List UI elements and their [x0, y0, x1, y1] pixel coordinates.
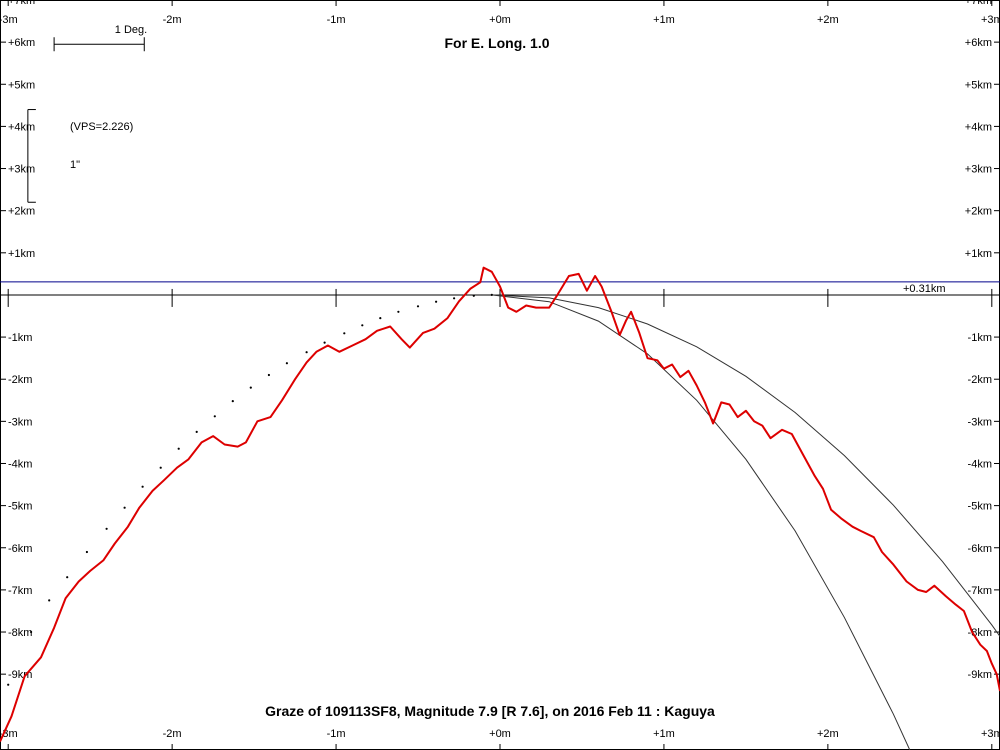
- vps-label: (VPS=2.226): [70, 121, 133, 133]
- y-tick-label-right: +7km: [965, 0, 992, 7]
- dot-point: [285, 362, 288, 365]
- dot-point: [30, 630, 33, 634]
- dot-point: [490, 293, 493, 296]
- x-tick-label-top: +0m: [489, 14, 511, 26]
- y-tick-label-right: -7km: [968, 585, 992, 597]
- dot-series-group: [7, 293, 493, 686]
- dot-point: [105, 527, 108, 530]
- dot-point: [305, 351, 308, 354]
- dot-point: [177, 447, 180, 450]
- x-tick-label-bottom: +1m: [653, 728, 675, 740]
- y-tick-label-left: +2km: [8, 206, 35, 218]
- y-tick-label-left: -9km: [8, 669, 32, 681]
- x-tick-label-top: -3m: [0, 14, 18, 26]
- dot-point: [416, 305, 420, 308]
- dot-point: [213, 415, 216, 418]
- dot-point: [379, 317, 382, 320]
- y-tick-label-right: +2km: [965, 206, 992, 218]
- y-tick-label-left: -4km: [8, 458, 32, 470]
- y-tick-label-right: -2km: [968, 374, 992, 386]
- profile-line: [0, 266, 1000, 743]
- y-tick-label-right: +3km: [965, 164, 992, 176]
- dot-point: [435, 300, 438, 303]
- dot-point: [267, 373, 270, 377]
- y-tick-label-right: -1km: [968, 332, 992, 344]
- y-tick-label-right: -9km: [968, 669, 992, 681]
- y-tick-label-right: +1km: [965, 248, 992, 260]
- dot-point: [195, 430, 198, 433]
- y-tick-label-left: -6km: [8, 543, 32, 555]
- y-tick-label-right: +6km: [965, 37, 992, 49]
- dot-point: [397, 310, 400, 313]
- dot-point: [472, 294, 475, 297]
- x-tick-label-top: +3m: [981, 14, 1000, 26]
- y-tick-label-left: +4km: [8, 121, 35, 133]
- limb-curve-group: [491, 294, 1000, 750]
- scale-bar-label: 1 Deg.: [115, 24, 147, 36]
- chart-caption: Graze of 109113SF8, Magnitude 7.9 [R 7.6…: [265, 703, 715, 719]
- dot-point: [361, 324, 364, 327]
- dot-point: [323, 341, 326, 344]
- x-tick-label-top: +1m: [653, 14, 675, 26]
- x-tick-label-top: -2m: [163, 14, 182, 26]
- y-tick-label-left: +5km: [8, 79, 35, 91]
- limb-curve: [491, 294, 1000, 638]
- y-tick-label-right: -4km: [968, 458, 992, 470]
- annotation-group: For E. Long. 1.0 Graze of 109113SF8, Mag…: [70, 24, 946, 719]
- profile-series-group: [0, 266, 1000, 743]
- dot-point: [85, 550, 88, 554]
- x-tick-label-bottom: +3m: [981, 728, 1000, 740]
- dot-point: [48, 599, 51, 602]
- chart-title: For E. Long. 1.0: [444, 35, 549, 51]
- y-tick-label-right: +5km: [965, 79, 992, 91]
- x-tick-label-top: -1m: [327, 14, 346, 26]
- arcsec-label: 1": [70, 159, 80, 171]
- y-tick-label-right: +4km: [965, 121, 992, 133]
- y-tick-label-left: +6km: [8, 37, 35, 49]
- dot-point: [159, 466, 162, 469]
- dot-point: [7, 683, 10, 686]
- x-tick-label-bottom: -1m: [327, 728, 346, 740]
- y-tick-label-left: +3km: [8, 164, 35, 176]
- y-tick-label-right: -6km: [968, 543, 992, 555]
- dot-point: [141, 485, 144, 488]
- y-tick-label-right: -5km: [968, 501, 992, 513]
- x-tick-label-top: +2m: [817, 14, 839, 26]
- y-tick-label-left: -5km: [8, 501, 32, 513]
- dot-point: [453, 297, 456, 300]
- dot-point: [66, 576, 69, 579]
- y-tick-label-left: -8km: [8, 627, 32, 639]
- y-tick-label-left: -1km: [8, 332, 32, 344]
- dot-point: [343, 332, 346, 335]
- reference-line-label: +0.31km: [903, 283, 946, 295]
- x-tick-label-bottom: -2m: [163, 728, 182, 740]
- limb-curve: [491, 294, 911, 750]
- dot-point: [231, 400, 234, 403]
- y-tick-label-left: -7km: [8, 585, 32, 597]
- dot-point: [249, 386, 252, 389]
- dot-point: [123, 506, 126, 509]
- y-tick-label-left: -2km: [8, 374, 32, 386]
- x-tick-label-bottom: +2m: [817, 728, 839, 740]
- y-tick-label-left: +7km: [8, 0, 35, 7]
- y-tick-label-left: -3km: [8, 416, 32, 428]
- x-tick-label-bottom: +0m: [489, 728, 511, 740]
- y-tick-label-left: +1km: [8, 248, 35, 260]
- y-tick-label-right: -3km: [968, 416, 992, 428]
